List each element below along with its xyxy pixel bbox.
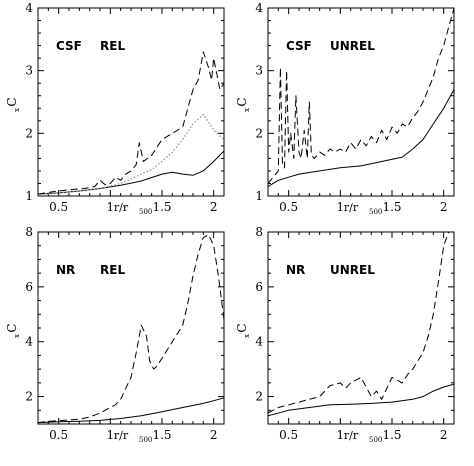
y-tick-label: 6 [25,280,33,294]
y-tick-label: 4 [25,335,33,349]
x-axis-label: r/r [344,201,359,214]
y-tick-label: 8 [25,225,33,239]
y-axis-label: C [5,97,19,106]
series-line-dashed [38,51,224,195]
x-tick-label: 1.5 [382,428,401,442]
panel-label: REL [100,39,125,53]
x-tick-label: 0.5 [49,428,68,442]
x-tick-label: 1 [107,200,115,214]
x-tick-label: 2 [440,200,448,214]
x-tick-label: 1.5 [382,200,401,214]
y-axis-label: C [235,323,249,332]
series-line-dashed [38,234,224,424]
series-line-dashed [268,232,450,414]
x-tick-label: 0.5 [49,200,68,214]
x-tick-label: 1 [337,200,345,214]
y-tick-label: 6 [255,280,263,294]
y-tick-label: 8 [255,225,263,239]
x-tick-label: 0.5 [279,200,298,214]
y-tick-label: 4 [255,335,263,349]
y-axis-label-subscript: x [243,108,251,112]
y-tick-label: 2 [25,126,33,140]
y-tick-label: 1 [25,189,33,203]
panel-label: NR [56,263,75,277]
y-tick-label: 2 [25,390,33,404]
x-tick-label: 2 [440,428,448,442]
panel-label: REL [100,263,125,277]
x-axis-label-subscript: 500 [139,436,152,444]
y-tick-label: 4 [255,1,263,15]
series-line-dotted [38,113,224,195]
panel-nr-unrel: 0.5 1 1.5 2 2 4 6 8 r/r 500 Cx NR UNREL [235,225,455,444]
panel-label: UNREL [330,39,375,53]
x-tick-label: 1.5 [152,200,171,214]
x-axis-label-subscript: 500 [369,208,382,216]
y-tick-label: 3 [255,64,263,78]
y-axis-label-subscript: x [13,334,21,338]
y-tick-label: 2 [255,390,263,404]
y-axis-label-subscript: x [13,108,21,112]
x-tick-label: 0.5 [279,428,298,442]
series-line-solid [38,397,224,424]
panel-label: CSF [286,39,312,53]
x-axis-label: r/r [114,201,129,214]
y-axis-label: C [5,323,19,332]
x-tick-label: 1 [337,428,345,442]
series-line-solid [268,89,454,188]
panel-label: NR [286,263,305,277]
panel-label: CSF [56,39,82,53]
x-tick-label: 1.5 [152,428,171,442]
panel-csf-unrel: 0.5 1 1.5 2 1 2 3 4 r/r 500 Cx CSF UNREL [235,1,455,216]
panel-label: UNREL [330,263,375,277]
x-tick-label: 2 [210,428,218,442]
y-tick-label: 2 [255,126,263,140]
panel-nr-rel: 0.5 1 1.5 2 2 4 6 8 r/r 500 Cx NR REL [5,225,225,444]
plot-frame [37,7,225,197]
y-axis-label-subscript: x [243,334,251,338]
x-tick-label: 1 [107,428,115,442]
y-tick-label: 4 [25,1,33,15]
y-tick-label: 3 [25,64,33,78]
x-axis-label-subscript: 500 [139,208,152,216]
y-tick-label: 1 [255,189,263,203]
x-axis-label: r/r [114,429,129,442]
x-axis-label: r/r [344,429,359,442]
series-line-solid [268,383,454,417]
series-line-solid [38,150,224,195]
series-line-dashed [268,8,454,184]
panel-csf-rel: 0.5 1 1.5 2 1 2 3 4 r/r 500 Cx CSF REL [5,1,225,216]
y-axis-label: C [235,97,249,106]
x-tick-label: 2 [210,200,218,214]
x-axis-label-subscript: 500 [369,436,382,444]
